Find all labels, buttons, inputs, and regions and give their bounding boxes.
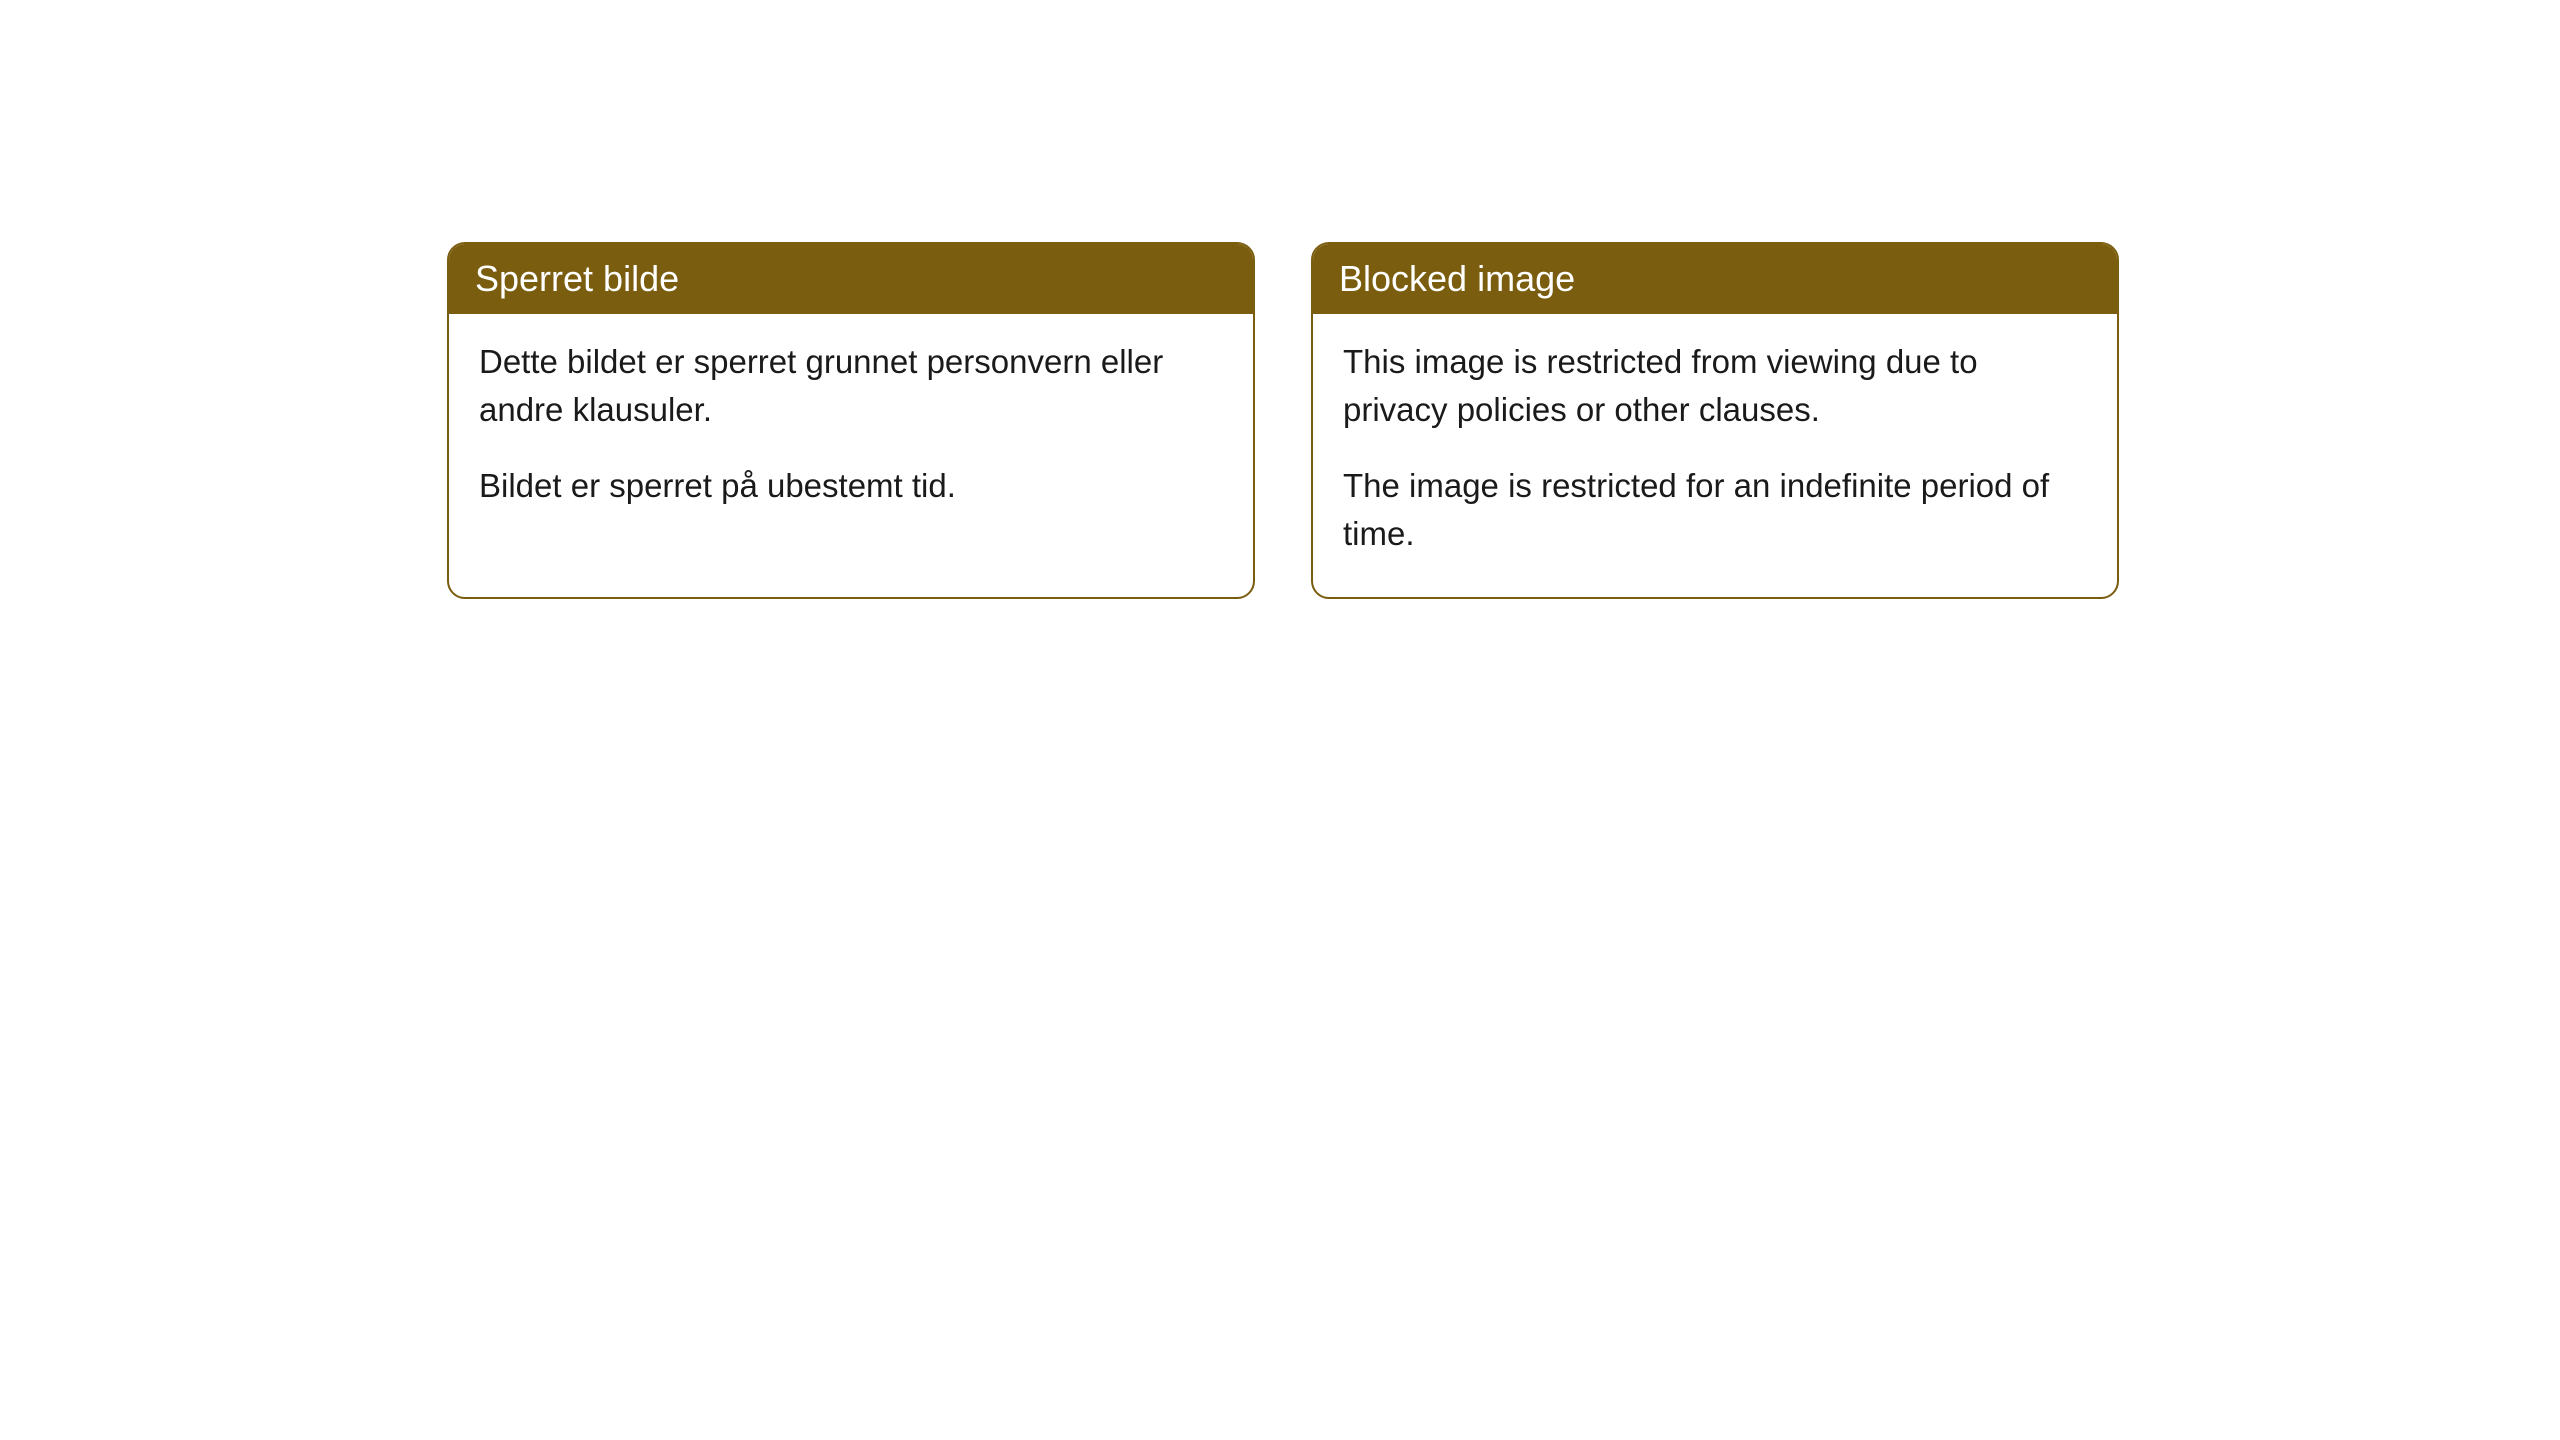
card-title-norwegian: Sperret bilde: [475, 258, 679, 299]
card-text-norwegian-1: Dette bildet er sperret grunnet personve…: [479, 338, 1223, 434]
card-header-english: Blocked image: [1313, 244, 2117, 314]
card-body-norwegian: Dette bildet er sperret grunnet personve…: [449, 314, 1253, 550]
card-text-english-1: This image is restricted from viewing du…: [1343, 338, 2087, 434]
card-text-english-2: The image is restricted for an indefinit…: [1343, 462, 2087, 558]
card-text-norwegian-2: Bildet er sperret på ubestemt tid.: [479, 462, 1223, 510]
notice-card-norwegian: Sperret bilde Dette bildet er sperret gr…: [447, 242, 1255, 599]
card-title-english: Blocked image: [1339, 258, 1575, 299]
card-body-english: This image is restricted from viewing du…: [1313, 314, 2117, 597]
notice-cards-container: Sperret bilde Dette bildet er sperret gr…: [447, 242, 2119, 599]
notice-card-english: Blocked image This image is restricted f…: [1311, 242, 2119, 599]
card-header-norwegian: Sperret bilde: [449, 244, 1253, 314]
